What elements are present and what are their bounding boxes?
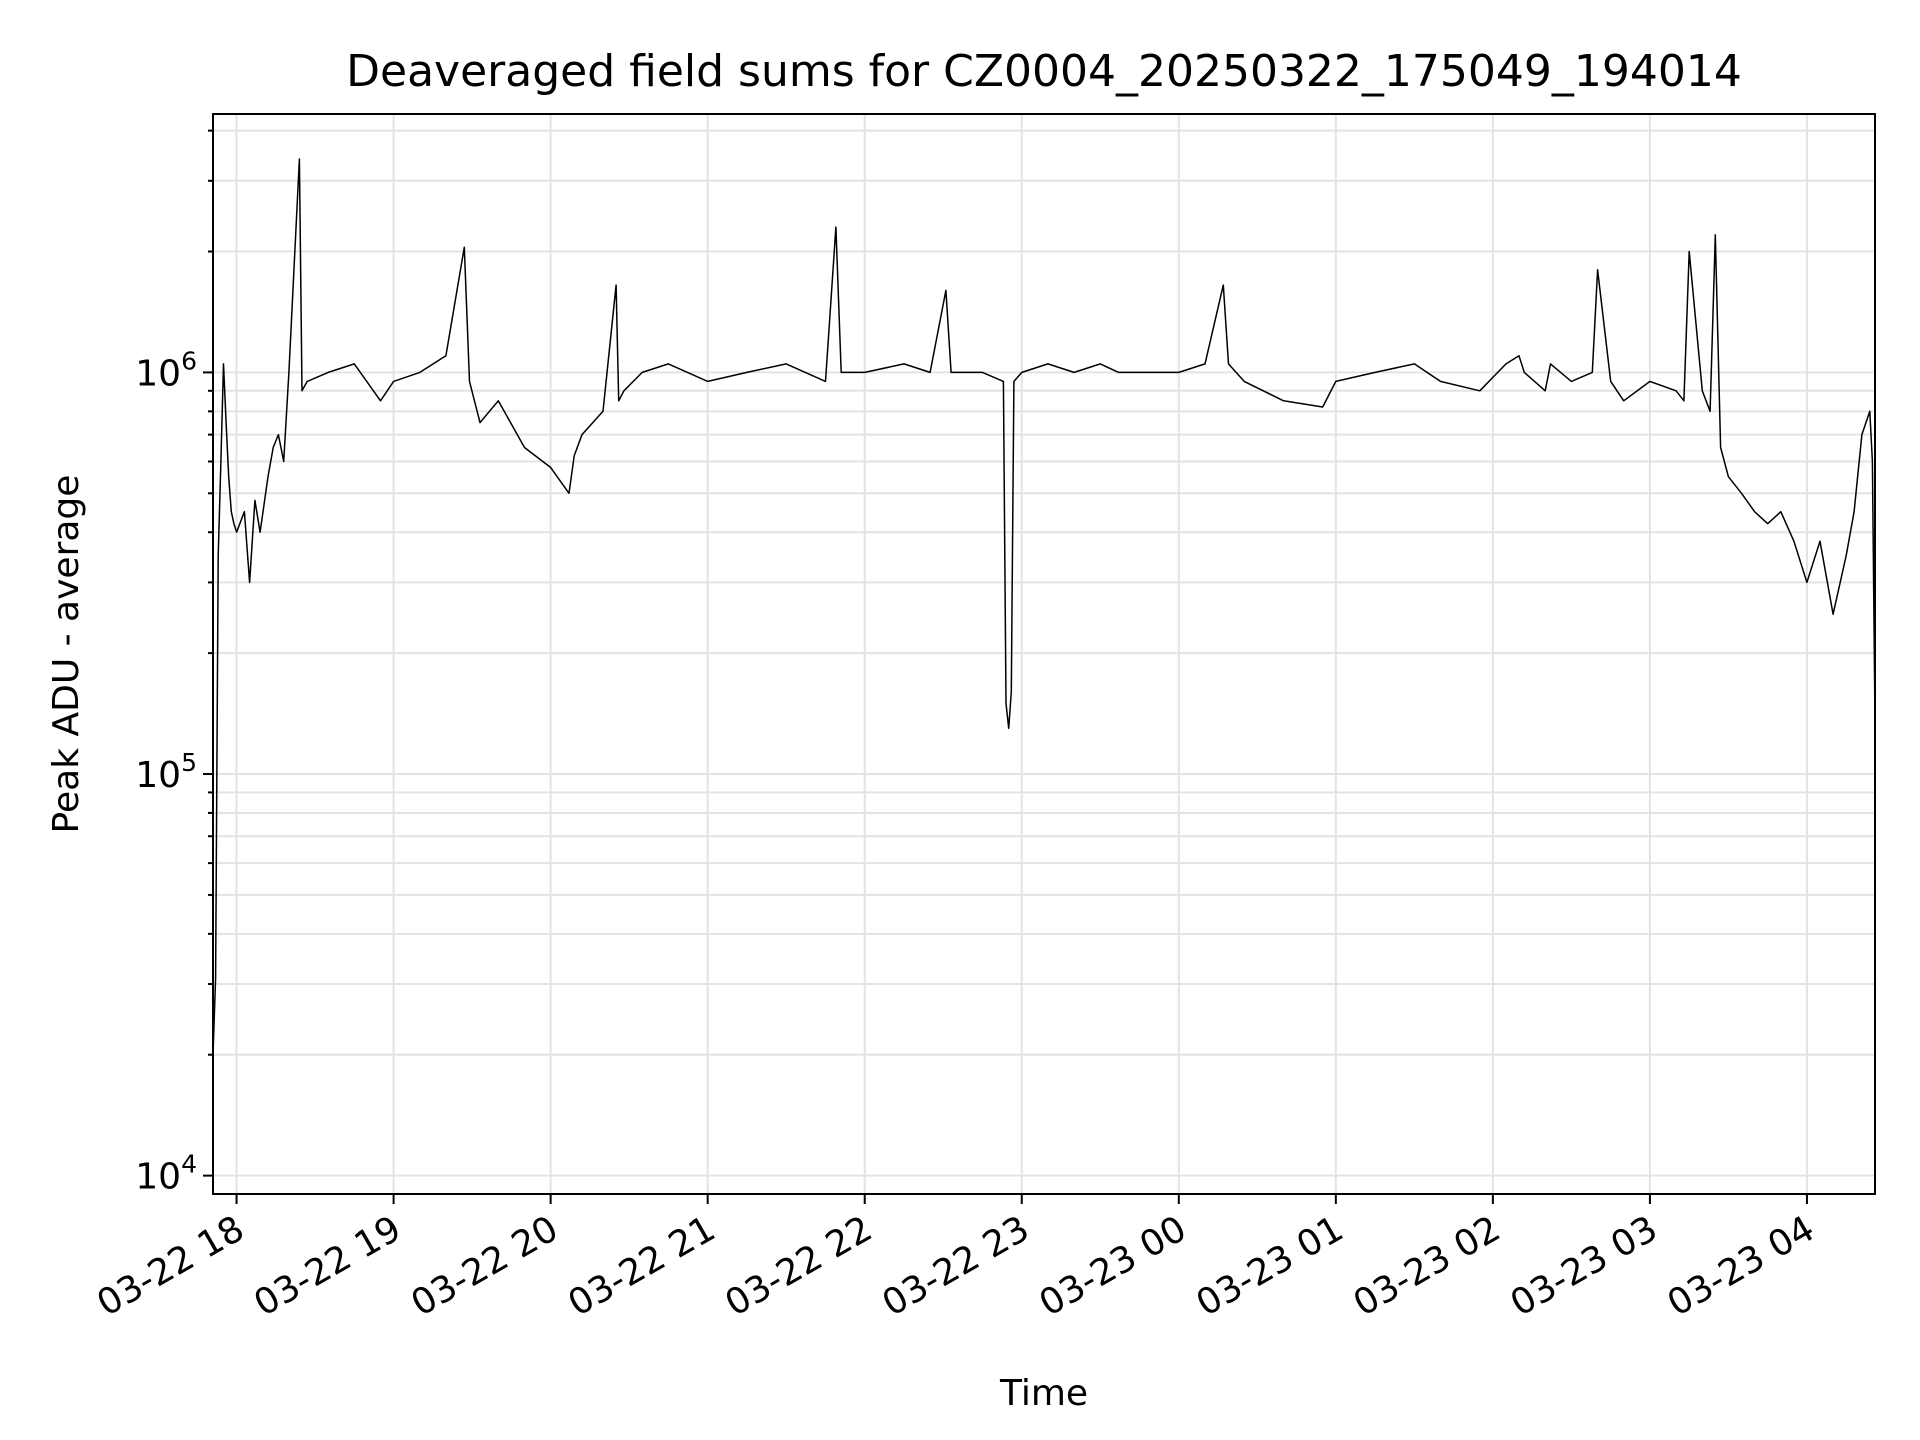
minor-grid [213, 129, 1875, 1056]
chart-title: Deaveraged field sums for CZ0004_2025032… [346, 46, 1742, 97]
y-axis: 104 105 106 [135, 129, 213, 1198]
series-line-0 [212, 158, 1876, 1055]
x-axis-label: Time [999, 1373, 1088, 1414]
series-layer [212, 158, 1876, 1055]
major-grid [213, 114, 1875, 1194]
y-tick-label: 106 [135, 346, 197, 394]
y-axis-label: Peak ADU - average [46, 475, 87, 834]
y-tick-label: 104 [135, 1150, 197, 1198]
y-tick-label: 105 [135, 748, 197, 796]
